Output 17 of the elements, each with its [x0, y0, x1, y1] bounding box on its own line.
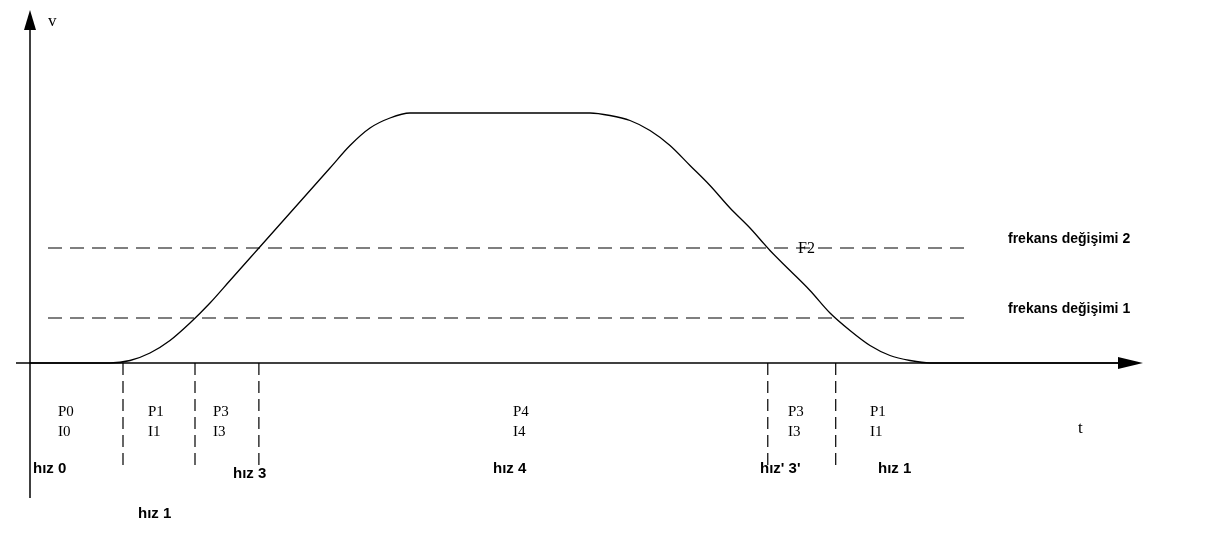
x-axis-title: t	[1078, 418, 1083, 437]
text: hız 1	[878, 459, 912, 476]
ref-line-label: frekans değişimi 1	[1008, 300, 1131, 316]
text: P4 I4	[513, 403, 530, 439]
text: P1 I1	[148, 403, 164, 439]
text: hız' 3'	[760, 459, 801, 476]
text: P1 I1	[870, 403, 886, 439]
text: hız 4	[493, 459, 527, 476]
text: hız 1	[138, 504, 172, 521]
text: hız 3	[233, 464, 267, 481]
text: P0 I0	[58, 403, 74, 439]
ref-line-label: frekans değişimi 2	[1008, 230, 1131, 246]
y-axis-title: v	[48, 11, 57, 30]
annotation: F2	[798, 239, 815, 256]
text: P3 I3	[213, 403, 229, 439]
text: P3 I3	[788, 403, 804, 439]
text: hız 0	[33, 459, 67, 476]
